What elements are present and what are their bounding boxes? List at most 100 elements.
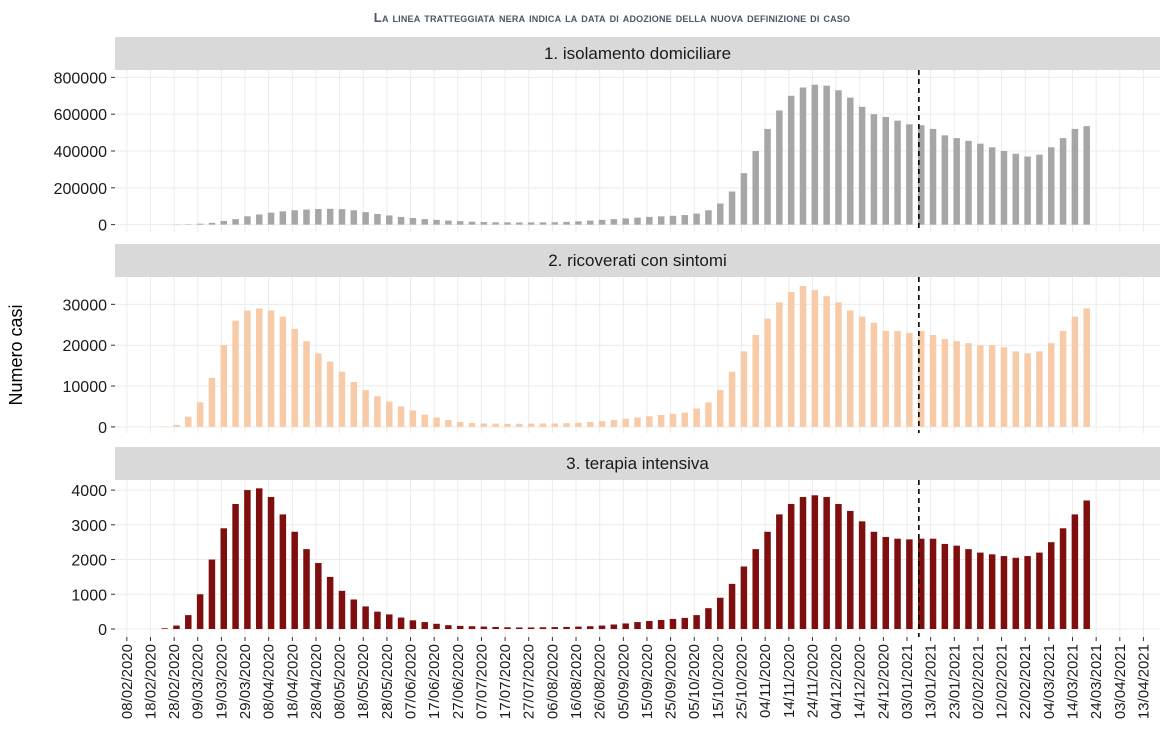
bar bbox=[787, 292, 795, 427]
bar bbox=[764, 531, 771, 630]
bar bbox=[563, 626, 570, 630]
y-tick-label: 30000 bbox=[63, 297, 108, 314]
bar bbox=[646, 416, 653, 427]
bar bbox=[894, 120, 901, 225]
bar bbox=[527, 627, 535, 630]
bar bbox=[409, 410, 417, 427]
bar bbox=[728, 371, 736, 427]
bar bbox=[657, 216, 665, 225]
bar bbox=[1083, 126, 1090, 225]
bar bbox=[173, 625, 180, 630]
bar bbox=[504, 423, 511, 427]
bar bbox=[338, 209, 346, 225]
bar bbox=[468, 626, 476, 630]
x-tick-label: 18/05/2020 bbox=[355, 644, 372, 719]
bar bbox=[1024, 353, 1031, 427]
bar bbox=[799, 497, 807, 630]
y-tick-label: 200000 bbox=[54, 181, 107, 198]
bar bbox=[527, 222, 535, 225]
x-tick-label: 28/02/2020 bbox=[166, 644, 183, 719]
x-tick-label: 04/11/2020 bbox=[757, 644, 774, 718]
y-tick-label: 4000 bbox=[71, 483, 107, 500]
bar bbox=[811, 495, 819, 630]
bar bbox=[799, 285, 807, 427]
bar bbox=[456, 221, 464, 225]
bar bbox=[421, 622, 428, 630]
y-tick-label: 20000 bbox=[63, 338, 108, 355]
bar bbox=[740, 351, 748, 427]
bar bbox=[492, 626, 499, 630]
bar bbox=[823, 497, 830, 630]
bar bbox=[279, 514, 287, 630]
bar bbox=[776, 514, 783, 630]
bar bbox=[941, 339, 949, 427]
bar bbox=[409, 218, 417, 225]
bar bbox=[563, 423, 570, 427]
bar bbox=[823, 85, 830, 225]
x-tick-label: 13/01/2021 bbox=[923, 644, 940, 719]
bar bbox=[220, 528, 228, 630]
bar bbox=[657, 619, 665, 630]
bar bbox=[196, 594, 204, 630]
bar bbox=[870, 114, 878, 225]
bar bbox=[433, 417, 440, 427]
bar bbox=[244, 490, 251, 630]
x-tick-label: 24/12/2020 bbox=[875, 644, 892, 719]
bar bbox=[504, 222, 511, 225]
bar bbox=[291, 210, 298, 225]
bar bbox=[847, 310, 854, 427]
bar bbox=[847, 510, 854, 630]
bar bbox=[811, 290, 819, 427]
bar bbox=[634, 622, 641, 630]
bar bbox=[646, 621, 653, 630]
bar bbox=[1059, 528, 1067, 630]
bar bbox=[208, 559, 216, 630]
bar bbox=[551, 627, 559, 630]
bar bbox=[350, 381, 358, 427]
x-tick-label: 13/04/2021 bbox=[1135, 644, 1152, 719]
x-tick-label: 04/03/2021 bbox=[1041, 644, 1058, 719]
bar bbox=[374, 213, 381, 225]
bar bbox=[906, 332, 913, 427]
bar bbox=[894, 538, 901, 630]
bar bbox=[764, 318, 771, 427]
bar bbox=[255, 214, 263, 225]
bar bbox=[669, 413, 677, 427]
bar bbox=[409, 620, 417, 630]
bar bbox=[516, 627, 523, 630]
x-tick-label: 14/03/2021 bbox=[1065, 644, 1082, 719]
bar bbox=[728, 191, 736, 225]
bar bbox=[1083, 308, 1090, 427]
x-tick-label: 28/04/2020 bbox=[308, 644, 325, 719]
bar bbox=[681, 617, 689, 630]
bar bbox=[433, 623, 440, 630]
bar bbox=[480, 626, 488, 630]
bar bbox=[1047, 147, 1055, 225]
bar bbox=[1047, 343, 1055, 427]
bar bbox=[929, 128, 937, 225]
bar bbox=[315, 563, 322, 630]
bar bbox=[917, 538, 925, 630]
bar bbox=[397, 216, 405, 225]
bar bbox=[728, 583, 736, 630]
bar bbox=[1012, 351, 1020, 427]
bar bbox=[740, 566, 748, 630]
y-tick-label: 0 bbox=[98, 218, 107, 235]
bar bbox=[586, 626, 594, 630]
bar bbox=[953, 341, 960, 427]
bar bbox=[586, 220, 594, 225]
bar bbox=[232, 503, 239, 630]
bar bbox=[374, 611, 381, 630]
bar bbox=[303, 549, 310, 630]
bar bbox=[551, 222, 559, 225]
bar bbox=[823, 296, 830, 427]
bar bbox=[208, 377, 216, 427]
bar bbox=[716, 597, 724, 630]
bar bbox=[279, 316, 287, 427]
bar bbox=[941, 543, 949, 630]
bar bbox=[326, 361, 334, 427]
bar bbox=[1024, 156, 1031, 225]
bar bbox=[539, 423, 547, 427]
bar bbox=[386, 614, 393, 630]
